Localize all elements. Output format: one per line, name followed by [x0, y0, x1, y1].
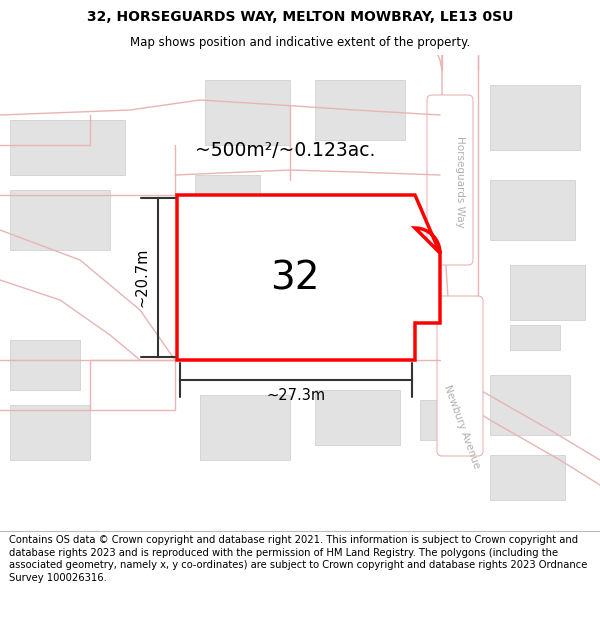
Text: Contains OS data © Crown copyright and database right 2021. This information is : Contains OS data © Crown copyright and d…: [9, 535, 587, 583]
Bar: [490, 85, 580, 150]
Text: ~20.7m: ~20.7m: [134, 248, 149, 307]
Bar: [490, 375, 570, 435]
Bar: [420, 400, 475, 440]
Bar: [315, 80, 405, 140]
FancyBboxPatch shape: [427, 95, 473, 265]
Text: Newbury Avenue: Newbury Avenue: [442, 384, 482, 470]
Bar: [205, 80, 290, 145]
Text: 32, HORSEGUARDS WAY, MELTON MOWBRAY, LE13 0SU: 32, HORSEGUARDS WAY, MELTON MOWBRAY, LE1…: [87, 10, 513, 24]
Bar: [200, 395, 290, 460]
Bar: [10, 340, 80, 390]
FancyBboxPatch shape: [437, 296, 483, 456]
Bar: [235, 220, 345, 310]
Bar: [10, 120, 125, 175]
Text: Horseguards Way: Horseguards Way: [455, 136, 465, 228]
Bar: [10, 405, 90, 460]
Bar: [195, 175, 260, 230]
Text: ~500m²/~0.123ac.: ~500m²/~0.123ac.: [195, 141, 375, 159]
Bar: [490, 455, 565, 500]
Text: ~27.3m: ~27.3m: [266, 389, 326, 404]
Bar: [510, 265, 585, 320]
Bar: [315, 390, 400, 445]
Bar: [510, 325, 560, 350]
Bar: [490, 180, 575, 240]
Text: Map shows position and indicative extent of the property.: Map shows position and indicative extent…: [130, 36, 470, 49]
Polygon shape: [177, 195, 440, 360]
Text: 32: 32: [270, 259, 320, 297]
Bar: [10, 190, 110, 250]
